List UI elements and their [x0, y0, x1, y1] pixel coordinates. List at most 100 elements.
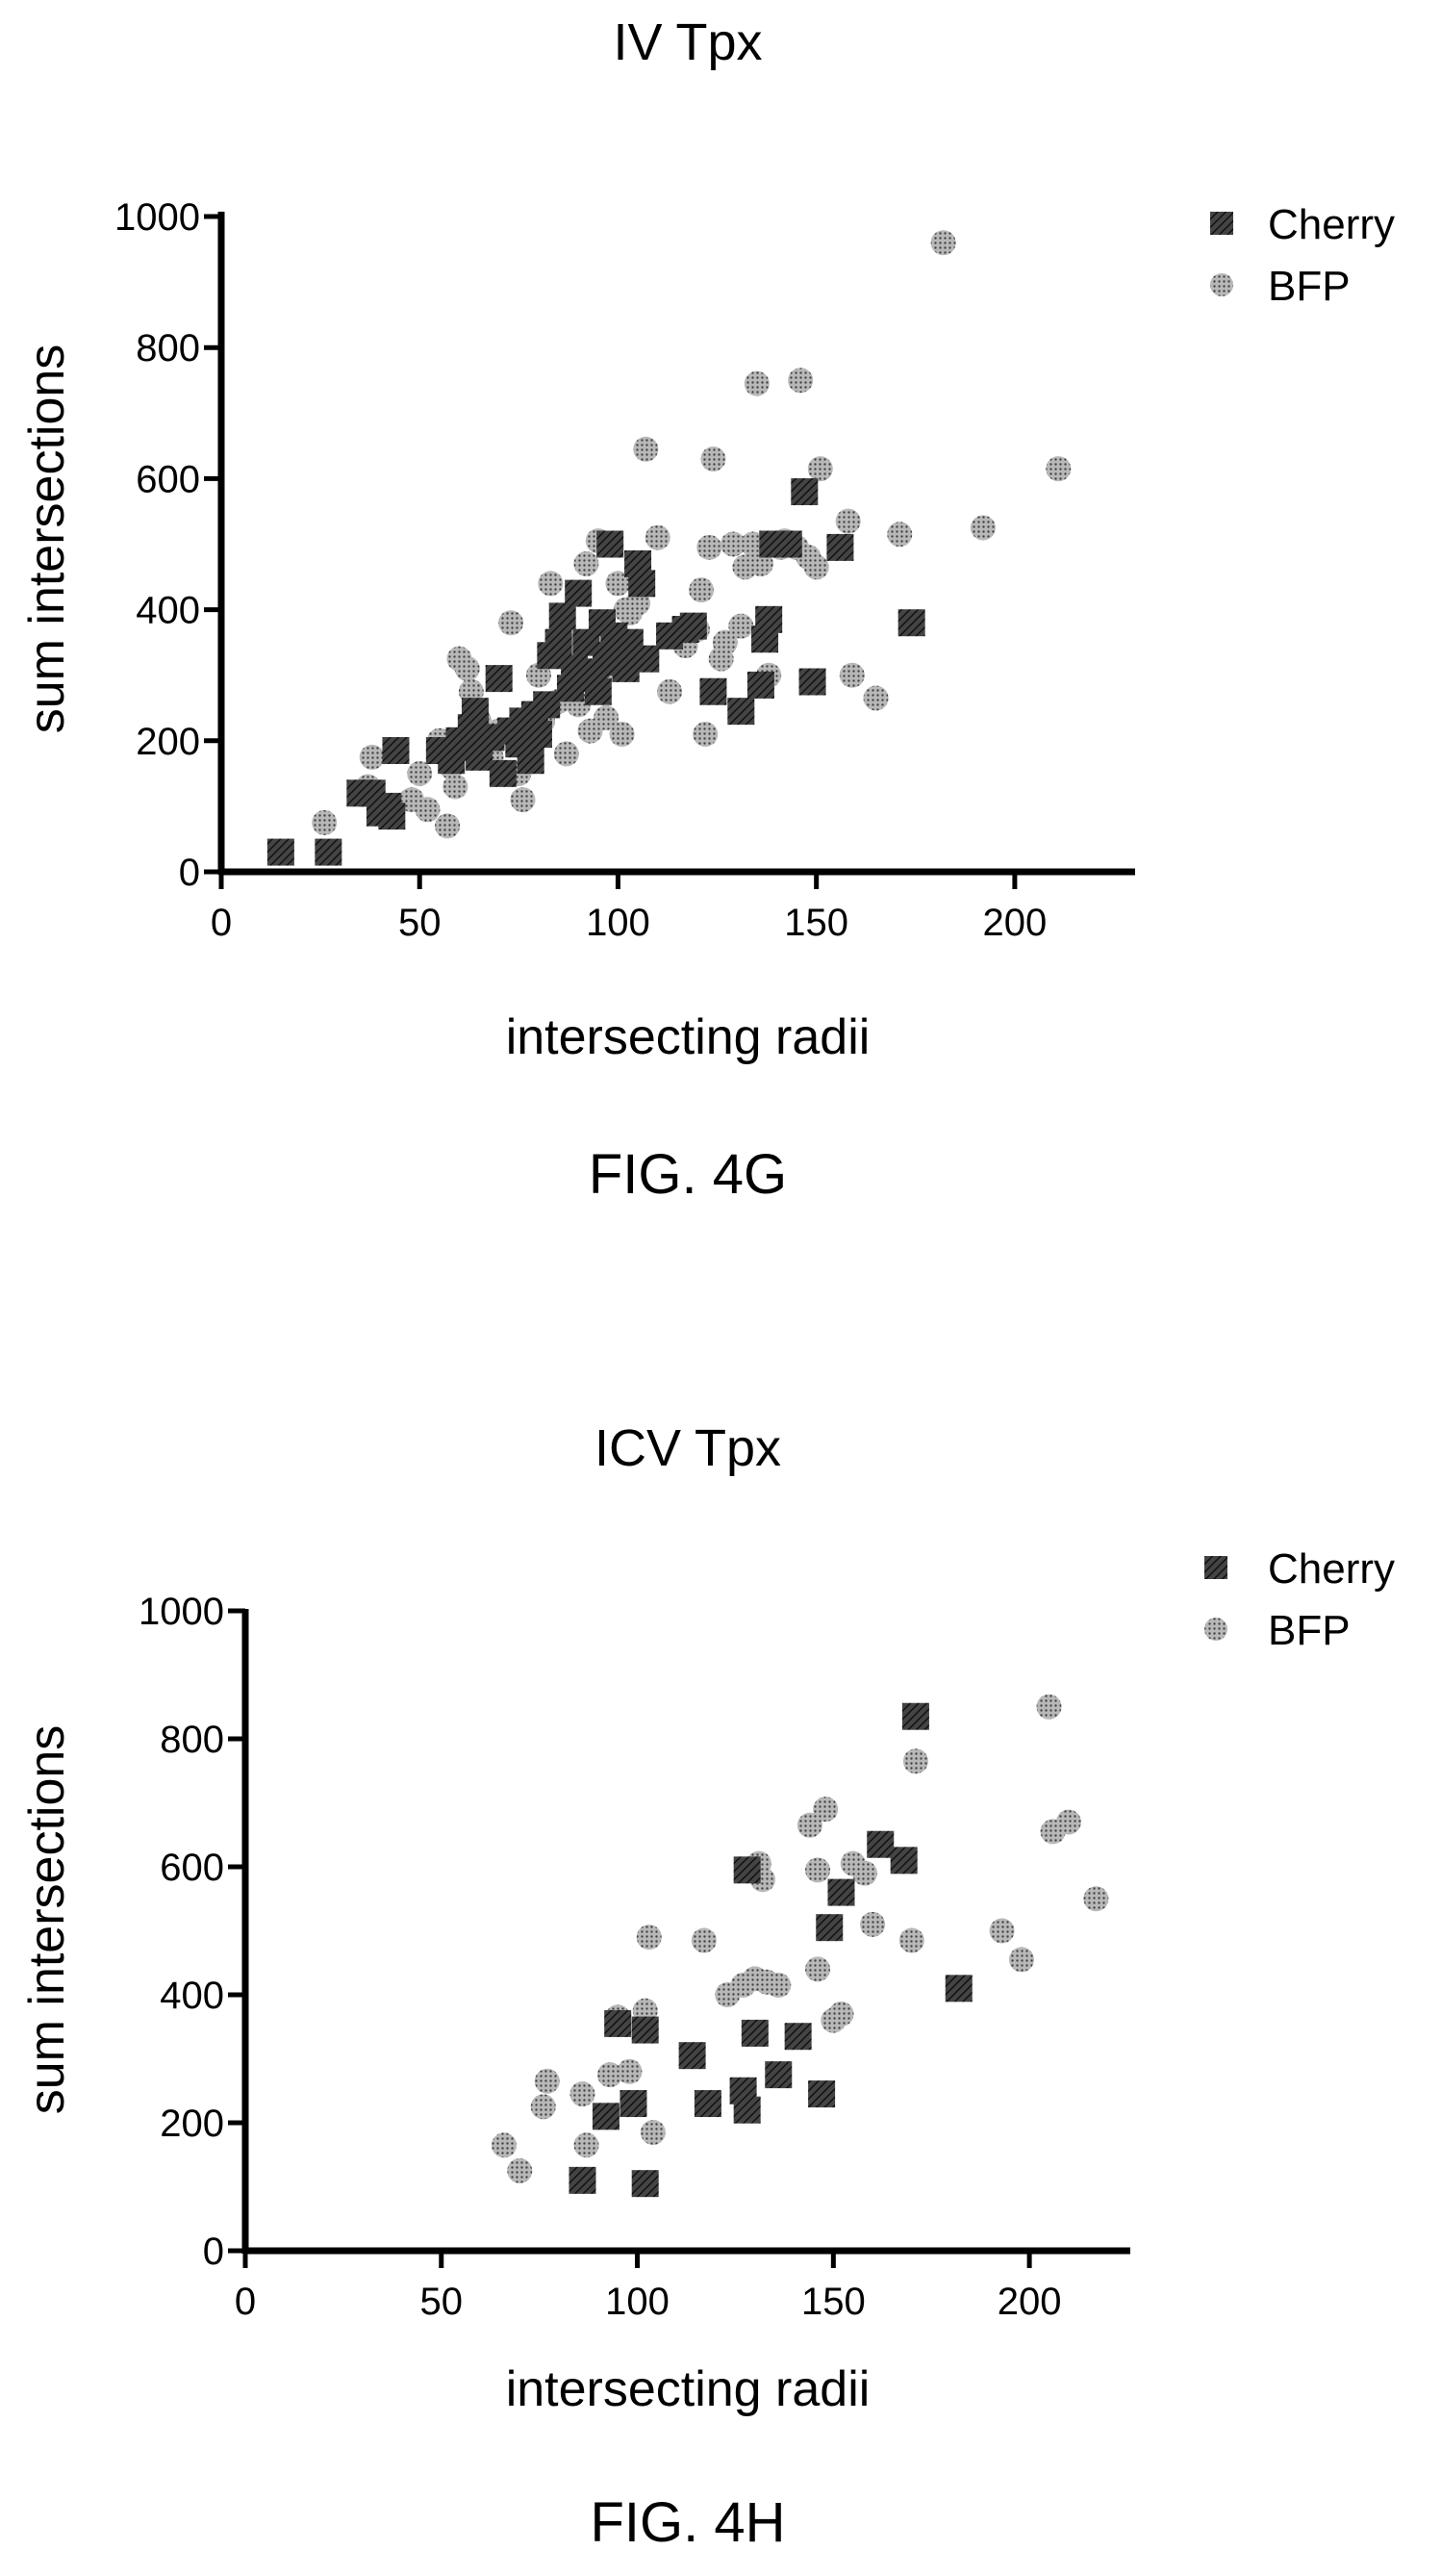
bfp-point [510, 787, 536, 813]
x-axis-label: intersecting radii [506, 1009, 871, 1065]
bfp-point [609, 721, 635, 747]
x-tick-label: 100 [605, 2281, 670, 2323]
cherry-point [678, 2042, 706, 2070]
bfp-point [498, 610, 524, 636]
cherry-point [774, 530, 802, 558]
y-tick-label: 800 [136, 327, 200, 370]
y-tick-label: 200 [160, 2103, 224, 2145]
bfp-point [839, 662, 865, 688]
data-points [266, 230, 1072, 866]
y-tick-label: 400 [136, 590, 200, 632]
y-tick-label: 1000 [139, 1591, 224, 1633]
cherry-point [901, 1702, 929, 1730]
bfp-point [569, 2081, 595, 2107]
bfp-point [1046, 456, 1072, 482]
cherry-point [765, 2061, 793, 2089]
chart-title: ICV Tpx [594, 1419, 781, 1477]
bfp-point [435, 813, 461, 839]
bfp-point [712, 629, 738, 655]
cherry-point [694, 2090, 721, 2118]
axis-ticks: 0 50 100 150 200 0 200 400 600 800 1000 [139, 1591, 1061, 2323]
bfp-point [573, 550, 599, 576]
y-tick-label: 400 [160, 1975, 224, 2017]
y-tick-label: 600 [160, 1847, 224, 1889]
cherry-point [544, 628, 572, 656]
cherry-point [584, 677, 612, 705]
x-tick-label: 0 [211, 902, 232, 944]
bfp-point [454, 655, 480, 681]
legend-cherry-marker [1210, 212, 1233, 235]
cherry-point [631, 2016, 659, 2044]
x-tick-label: 150 [784, 902, 848, 944]
bfp-point [989, 1918, 1015, 1944]
bfp-point [691, 1927, 717, 1953]
y-tick-label: 800 [160, 1719, 224, 1761]
bfp-point [633, 436, 659, 462]
axis-ticks: 0 50 100 150 200 0 200 400 600 800 1000 [114, 196, 1047, 944]
cherry-point [378, 803, 406, 830]
cherry-point [517, 747, 544, 775]
bfp-point [744, 370, 770, 396]
bfp-point [693, 721, 719, 747]
bfp-point [887, 522, 913, 548]
bfp-point [1008, 1947, 1034, 1973]
y-tick-label: 1000 [114, 196, 200, 239]
x-tick-label: 200 [983, 902, 1048, 944]
bfp-point [538, 571, 564, 597]
cherry-point [569, 2166, 596, 2194]
bfp-point [813, 1797, 839, 1823]
bfp-point [645, 524, 670, 550]
cherry-point [727, 698, 755, 726]
chart-title: IV Tpx [613, 13, 762, 71]
bfp-point [740, 531, 766, 557]
y-tick-label: 0 [203, 2231, 224, 2273]
bfp-point [1083, 1886, 1109, 1912]
bfp-point [491, 2132, 517, 2158]
cherry-point [816, 1914, 844, 1942]
cherry-point [604, 2009, 632, 2037]
cherry-point [382, 737, 410, 765]
y-tick-label: 600 [136, 458, 200, 500]
cherry-point [699, 677, 727, 705]
bfp-point [970, 515, 996, 541]
x-tick-label: 0 [235, 2281, 256, 2323]
bfp-point [805, 1956, 831, 1982]
y-tick-label: 200 [136, 721, 200, 763]
x-tick-label: 50 [420, 2281, 464, 2323]
cherry-point [826, 533, 854, 561]
cherry-point [746, 671, 774, 699]
bfp-point [902, 1748, 928, 1774]
bfp-point [835, 508, 861, 534]
cherry-point [867, 1830, 895, 1858]
bfp-point [636, 1925, 662, 1951]
cherry-point [619, 2090, 647, 2118]
bfp-point [573, 2132, 599, 2158]
y-axis-label: sum intersections [19, 344, 75, 734]
bfp-point [359, 744, 385, 770]
bfp-point [442, 774, 468, 800]
bfp-point [796, 1812, 822, 1838]
cherry-point [461, 698, 489, 726]
bfp-point [594, 704, 619, 730]
legend-bfp-marker [1210, 273, 1233, 296]
legend: Cherry BFP [1204, 1545, 1395, 1654]
cherry-point [266, 838, 294, 866]
cherry-point [315, 838, 342, 866]
figure-caption: FIG. 4H [590, 2491, 785, 2554]
bfp-point [617, 2058, 643, 2084]
legend-bfp-label: BFP [1268, 1607, 1351, 1654]
bfp-point [863, 685, 889, 711]
y-axis-label: sum intersections [19, 1725, 75, 2115]
cherry-point [784, 2023, 812, 2051]
bfp-point [312, 809, 338, 835]
bfp-point [828, 2001, 854, 2027]
cherry-point [596, 530, 624, 558]
bfp-point [605, 571, 631, 597]
legend-cherry-label: Cherry [1268, 1545, 1395, 1593]
cherry-point [548, 602, 576, 630]
cherry-point [592, 2103, 619, 2130]
bfp-point [415, 797, 441, 823]
cherry-point [890, 1847, 918, 1875]
cherry-point [733, 2096, 761, 2124]
cherry-point [827, 1878, 855, 1906]
